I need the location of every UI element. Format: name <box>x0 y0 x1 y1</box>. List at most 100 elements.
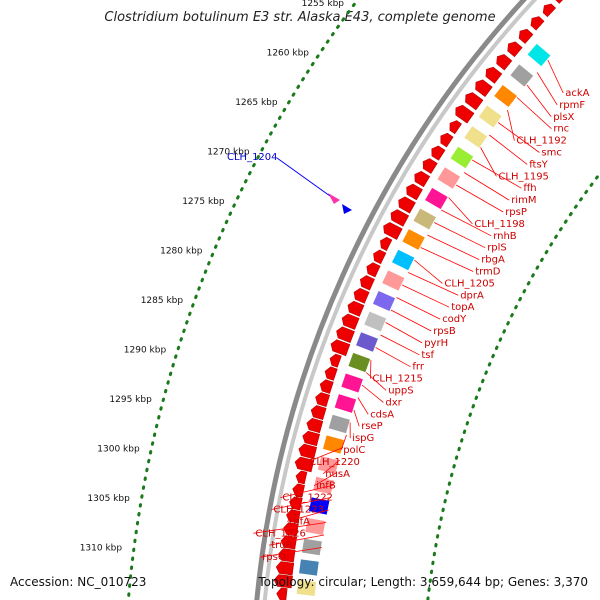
leader-line <box>420 247 474 272</box>
gene-label: rnc <box>553 124 569 135</box>
gene-label: pyrH <box>424 338 448 349</box>
gene-label: rpmF <box>559 100 585 111</box>
leader-line <box>396 297 441 320</box>
inner-dot-ring <box>426 170 600 600</box>
gene-label: CLH_1220 <box>309 457 360 468</box>
gene-label: rbfA <box>289 516 310 527</box>
cog-block <box>313 476 334 495</box>
tick-label: 1310 kbp <box>80 544 123 554</box>
gene-label: codY <box>442 314 467 325</box>
gene-arrow <box>283 522 299 537</box>
gene-label: ispG <box>352 433 374 444</box>
cog-block <box>299 559 319 576</box>
gene-arrow <box>289 496 303 511</box>
gene-label: tsf <box>421 350 434 361</box>
leader-line <box>489 134 528 165</box>
gene-arrow <box>455 104 475 124</box>
gene-arrow <box>398 196 416 214</box>
leader-line <box>463 172 510 201</box>
gene-label: dprA <box>460 290 484 301</box>
gene-label: topA <box>451 302 474 313</box>
leader-line <box>269 534 325 546</box>
left-gene-label: CLH_1204 <box>227 152 278 163</box>
gene-label: CLH_1198 <box>474 219 525 230</box>
gene-arrow <box>275 561 295 576</box>
gene-arrow <box>422 158 438 174</box>
gene-label: CLH_1223 <box>273 505 324 516</box>
tick-label: 1260 kbp <box>267 49 310 59</box>
leader-line <box>280 484 334 498</box>
gene-label: rseP <box>361 421 383 432</box>
leader-line <box>380 334 420 356</box>
cog-block <box>382 270 405 291</box>
tick-label: 1300 kbp <box>97 445 140 455</box>
gene-arrow <box>276 587 288 600</box>
gene-label: smc <box>541 148 561 159</box>
gene-label: CLH_1195 <box>498 171 549 182</box>
leader-line <box>408 272 459 296</box>
gene-arrow <box>310 405 327 421</box>
gene-label: cdsA <box>370 409 394 420</box>
gene-label: polC <box>343 445 365 456</box>
tick-label: 1265 kbp <box>235 98 278 108</box>
gene-arrow <box>496 54 513 71</box>
gene-arrow <box>280 535 298 550</box>
gene-label: truB <box>271 540 292 551</box>
leader-line <box>427 234 480 260</box>
leader-line <box>322 459 341 475</box>
gene-label: rbgA <box>481 255 505 266</box>
cog-block <box>356 332 378 352</box>
gene-label: infB <box>316 481 336 492</box>
gene-arrow <box>465 92 484 111</box>
cog-block <box>305 518 326 535</box>
gene-label: rpsO <box>262 552 286 563</box>
cog-block <box>478 105 502 128</box>
leader-line <box>402 284 450 308</box>
gene-label: plsX <box>553 112 574 123</box>
leader-line <box>287 509 329 522</box>
leader-line <box>370 359 372 379</box>
cog-block <box>437 167 461 189</box>
cog-block <box>392 249 415 271</box>
leader-line <box>353 409 360 427</box>
gene-arrow <box>278 548 296 563</box>
gene-label: ffh <box>523 183 536 194</box>
backbone-inner <box>262 0 538 600</box>
leader-line <box>307 447 344 463</box>
leader-line <box>357 397 369 415</box>
gene-arrow <box>449 120 462 135</box>
cog-block <box>328 414 350 434</box>
cog-block <box>510 64 534 87</box>
gene-arrow <box>507 41 523 58</box>
tick-label: 1255 kbp <box>302 0 345 9</box>
gene-arrow <box>406 183 423 201</box>
leader-line <box>526 84 552 118</box>
tick-label: 1295 kbp <box>109 395 152 405</box>
gene-arrow <box>315 392 331 407</box>
cog-block <box>372 290 396 312</box>
gene-arrow <box>347 300 365 317</box>
cog-block <box>296 580 317 596</box>
leader-line <box>441 209 492 237</box>
left-leader-line <box>276 157 331 197</box>
gene-arrow <box>414 171 431 188</box>
gene-arrow <box>530 16 545 31</box>
cog-block <box>309 497 330 515</box>
leader-line <box>497 122 540 153</box>
gene-label: frr <box>412 362 424 373</box>
cog-block <box>334 394 357 413</box>
cog-block <box>322 435 345 454</box>
accession-text: Accession: NC_010723 <box>10 575 147 589</box>
gene-arrow <box>485 66 503 84</box>
gene-arrow <box>330 339 351 357</box>
gene-arrow <box>383 222 403 240</box>
gene-label: nusA <box>325 469 350 480</box>
leader-line <box>547 59 564 94</box>
cog-block <box>527 43 551 67</box>
leader-line <box>390 309 432 332</box>
tick-label: 1305 kbp <box>87 494 130 504</box>
leader-line <box>516 97 552 129</box>
gene-arrow <box>475 79 493 97</box>
